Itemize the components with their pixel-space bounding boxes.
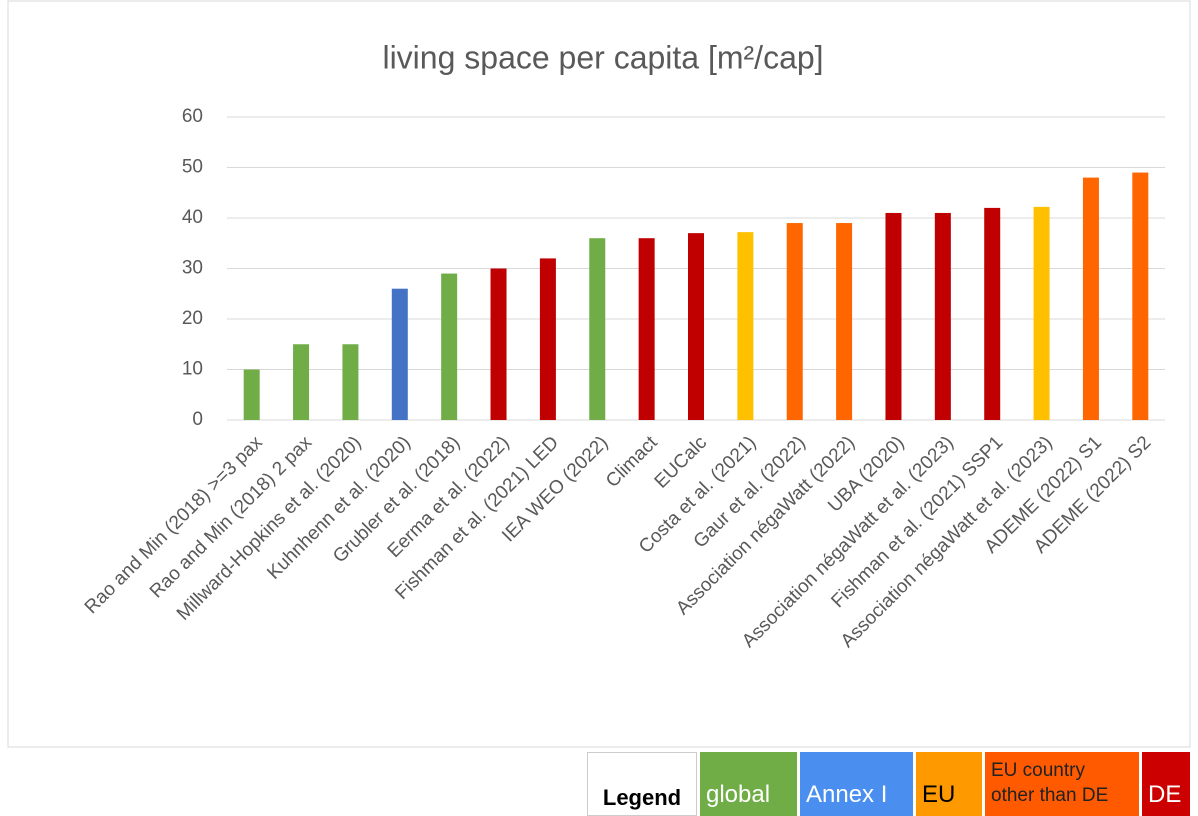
bar <box>836 223 853 420</box>
legend-entry: Annex I <box>800 752 913 816</box>
bar <box>934 212 951 420</box>
chart: living space per capita [m²/cap] 0 10 20 30… <box>7 0 1191 748</box>
bar <box>1132 172 1149 420</box>
bar <box>638 238 655 420</box>
bar <box>589 238 606 420</box>
bar <box>243 369 260 420</box>
bar <box>1082 177 1099 420</box>
bar <box>786 223 803 420</box>
y-tick-label: 10 <box>182 359 203 380</box>
y-tick-label: 40 <box>182 207 203 228</box>
bar <box>342 344 359 420</box>
y-tick-label: 50 <box>182 157 203 178</box>
bar <box>1033 206 1050 420</box>
bar <box>441 273 458 420</box>
legend-entry: DE <box>1142 752 1190 816</box>
legend-entry: global <box>700 752 797 816</box>
bar <box>539 258 556 420</box>
y-tick-label: 0 <box>192 409 203 430</box>
y-tick-label: 20 <box>182 308 203 329</box>
legend: Legend global Annex I EU EU country other th… <box>587 752 1193 816</box>
bar <box>490 268 507 420</box>
legend-entry: EU <box>916 752 982 816</box>
legend-entry: EU country other than DE <box>985 752 1139 816</box>
bar <box>391 288 408 420</box>
bar <box>293 344 310 420</box>
legend-title: Legend <box>587 752 697 816</box>
y-tick-label: 30 <box>182 258 203 279</box>
bar <box>688 233 704 420</box>
bar <box>737 232 754 420</box>
bar <box>885 212 902 420</box>
y-tick-label: 60 <box>182 106 203 127</box>
bar <box>984 207 1001 420</box>
chart-title: living space per capita [m²/cap] <box>382 39 823 75</box>
